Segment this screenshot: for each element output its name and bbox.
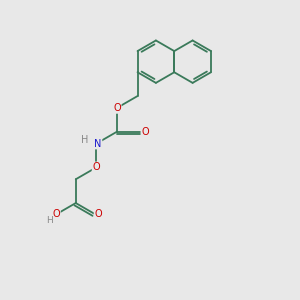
Text: N: N bbox=[94, 139, 101, 148]
Text: O: O bbox=[141, 127, 149, 137]
Text: O: O bbox=[52, 208, 60, 218]
Text: O: O bbox=[113, 103, 121, 113]
Text: O: O bbox=[92, 162, 100, 172]
Text: O: O bbox=[94, 208, 102, 218]
Text: H: H bbox=[82, 135, 89, 145]
Text: H: H bbox=[46, 216, 53, 225]
